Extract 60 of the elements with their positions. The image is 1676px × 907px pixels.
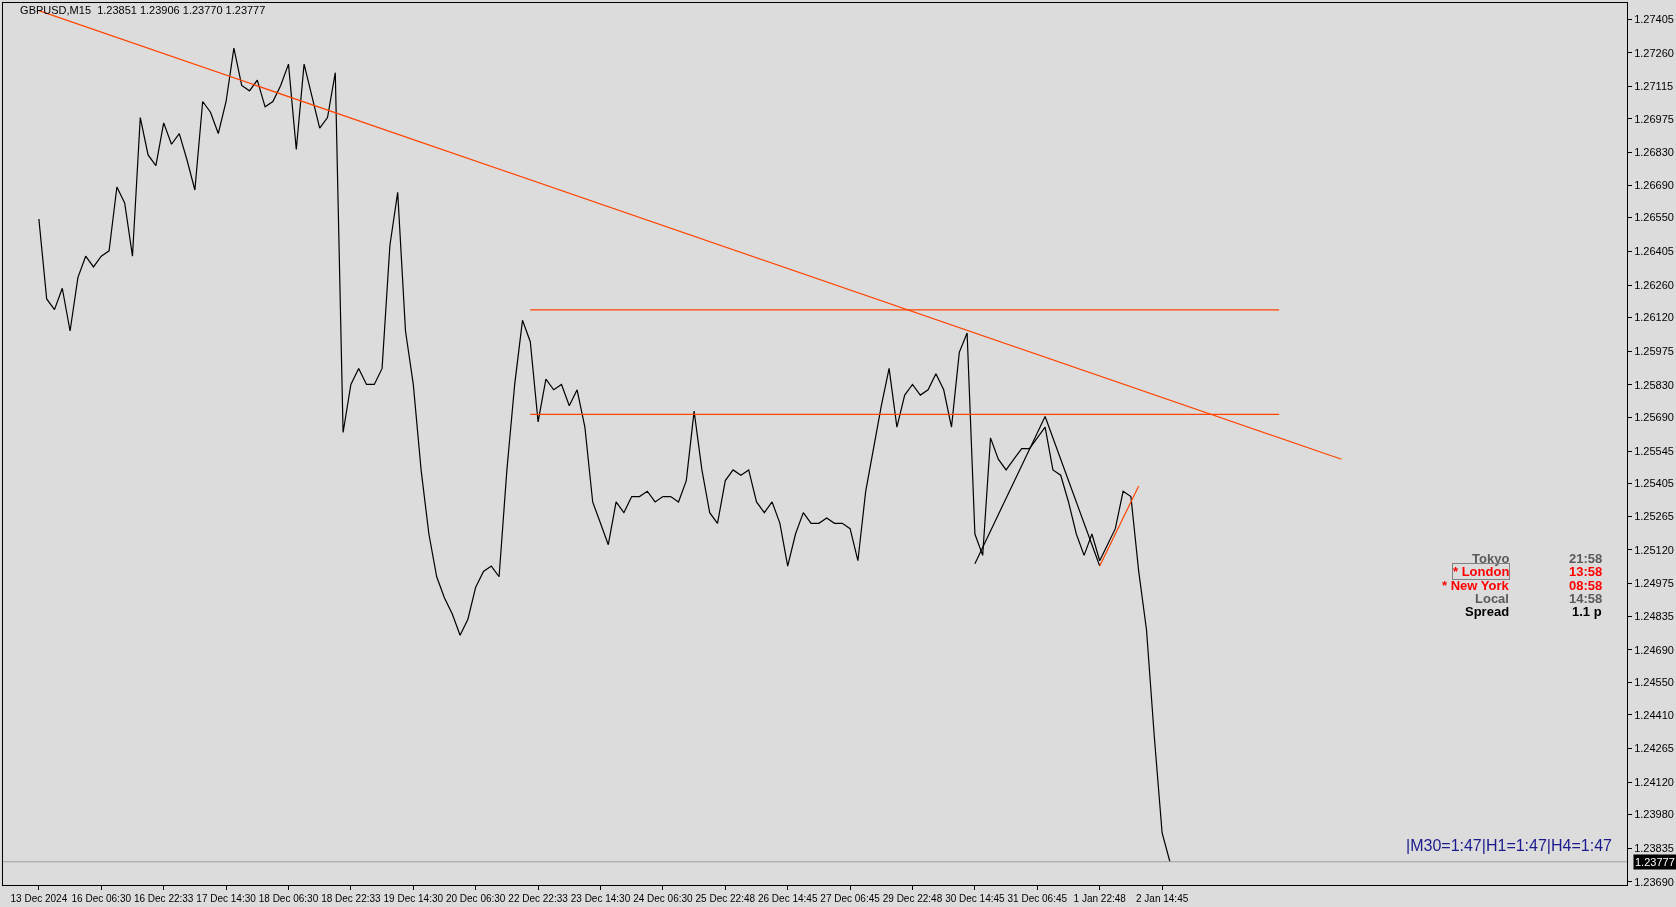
x-tick-label: 18 Dec 22:33 [321, 893, 382, 904]
y-tick-label: 1.24120 [1634, 775, 1674, 788]
x-tick-label: 16 Dec 06:30 [71, 893, 132, 904]
annotation: Local [1475, 591, 1509, 606]
y-tick-label: 1.23980 [1634, 808, 1674, 821]
annotation: 08:58 [1569, 578, 1603, 593]
chart-title: GBPUSD,M15 1.23851 1.23906 1.23770 1.23777 [20, 4, 266, 17]
y-tick-label: 1.25265 [1634, 509, 1674, 522]
y-tick-label: 1.25690 [1634, 411, 1674, 424]
x-tick-label: 1 Jan 22:48 [1073, 893, 1127, 904]
y-tick-label: 1.24550 [1634, 676, 1674, 689]
y-tick-label: 1.24265 [1634, 742, 1674, 755]
y-tick-label: 1.26405 [1634, 245, 1674, 258]
y-tick-label: 1.25120 [1634, 543, 1674, 556]
x-tick-label: 26 Dec 14:45 [757, 893, 818, 904]
y-tick-label: 1.27260 [1634, 46, 1674, 59]
y-tick-label: 1.27115 [1634, 80, 1674, 93]
y-tick-label: 1.24410 [1634, 708, 1674, 721]
annotation: 21:58 [1569, 551, 1603, 566]
y-tick-label: 1.26830 [1634, 146, 1674, 159]
annotation: Tokyo [1472, 551, 1510, 566]
x-tick-label: 17 Dec 14:30 [196, 893, 257, 904]
annotation: 14:58 [1569, 591, 1603, 606]
x-tick-label: 25 Dec 22:48 [695, 893, 756, 904]
y-tick-label: 1.25975 [1634, 345, 1674, 358]
annotation: Spread [1465, 604, 1510, 619]
annotation: |M30=1:47|H1=1:47|H4=1:47 [1406, 837, 1613, 854]
y-tick-label: 1.23835 [1634, 842, 1674, 855]
y-tick-label: 1.25830 [1634, 378, 1674, 391]
y-tick-label: 1.26690 [1634, 178, 1674, 191]
x-tick-label: 27 Dec 06:45 [820, 893, 881, 904]
x-tick-label: 19 Dec 14:30 [383, 893, 444, 904]
x-tick-label: 2 Jan 14:45 [1135, 893, 1189, 904]
annotation: * New York [1442, 578, 1510, 593]
y-tick-label: 1.26260 [1634, 278, 1674, 291]
x-tick-label: 24 Dec 06:30 [633, 893, 694, 904]
annotation: 1.1 p [1572, 604, 1602, 619]
x-tick-label: 13 Dec 2024 [10, 893, 68, 904]
annotation: 13:58 [1569, 564, 1603, 579]
x-tick-label: 20 Dec 06:30 [445, 893, 506, 904]
y-tick-label: 1.25405 [1634, 477, 1674, 490]
y-tick-label: 1.26120 [1634, 311, 1674, 324]
y-tick-label: 1.23690 [1634, 875, 1674, 888]
x-tick-label: 29 Dec 22:48 [882, 893, 943, 904]
ref-line-label: 1.23777 [1635, 856, 1675, 868]
y-tick-label: 1.24975 [1634, 577, 1674, 590]
x-tick-label: 18 Dec 06:30 [258, 893, 319, 904]
x-tick-label: 22 Dec 22:33 [508, 893, 569, 904]
y-tick-label: 1.25545 [1634, 444, 1674, 457]
y-tick-label: 1.26550 [1634, 211, 1674, 224]
y-tick-label: 1.27405 [1634, 12, 1674, 25]
annotation: * London [1453, 564, 1510, 579]
x-tick-label: 30 Dec 14:45 [945, 893, 1006, 904]
x-tick-label: 23 Dec 14:30 [570, 893, 631, 904]
x-tick-label: 31 Dec 06:45 [1007, 893, 1068, 904]
y-tick-label: 1.24690 [1634, 643, 1674, 656]
y-tick-label: 1.24835 [1634, 609, 1674, 622]
y-tick-label: 1.26975 [1634, 112, 1674, 125]
x-tick-label: 16 Dec 22:33 [133, 893, 194, 904]
line-series [38, 47, 1171, 863]
